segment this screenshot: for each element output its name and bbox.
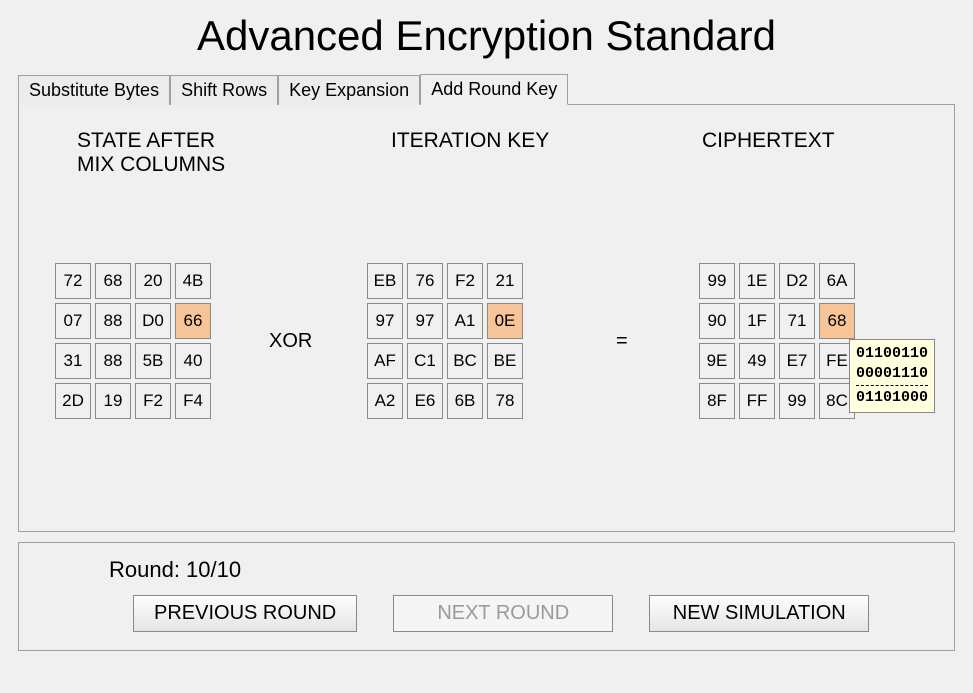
heading-state: STATE AFTER MIX COLUMNS (77, 129, 225, 177)
iteration-cell: AF (367, 343, 403, 379)
state-cell: 19 (95, 383, 131, 419)
tab-panel: STATE AFTER MIX COLUMNS ITERATION KEY CI… (18, 104, 955, 532)
ciphertext-cell: 99 (779, 383, 815, 419)
state-cell: 72 (55, 263, 91, 299)
tooltip-operand-a: 01100110 (856, 344, 928, 364)
state-cell: 31 (55, 343, 91, 379)
iteration-cell: A2 (367, 383, 403, 419)
ciphertext-cell: 1F (739, 303, 775, 339)
tab-shift-rows[interactable]: Shift Rows (170, 75, 278, 105)
state-cell: 4B (175, 263, 211, 299)
iteration-cell: E6 (407, 383, 443, 419)
state-cell: 40 (175, 343, 211, 379)
tooltip-divider (856, 385, 928, 386)
matrix-iteration: EB76F2219797A10EAFC1BCBEA2E66B78 (367, 263, 523, 419)
state-cell: 5B (135, 343, 171, 379)
operator-xor: XOR (269, 330, 312, 353)
previous-round-button[interactable]: PREVIOUS ROUND (133, 595, 357, 632)
iteration-cell: BC (447, 343, 483, 379)
footer: Round: 10/10 PREVIOUS ROUND NEXT ROUND N… (18, 542, 955, 651)
iteration-cell: F2 (447, 263, 483, 299)
iteration-cell: 6B (447, 383, 483, 419)
tab-add-round-key[interactable]: Add Round Key (420, 74, 568, 105)
ciphertext-cell: E7 (779, 343, 815, 379)
next-round-button: NEXT ROUND (393, 595, 613, 632)
iteration-cell: BE (487, 343, 523, 379)
round-label: Round: 10/10 (109, 557, 936, 583)
state-cell: F4 (175, 383, 211, 419)
tabs: Substitute Bytes Shift Rows Key Expansio… (18, 74, 955, 104)
operator-equals: = (616, 330, 628, 353)
state-cell: 68 (95, 263, 131, 299)
iteration-cell: 97 (407, 303, 443, 339)
state-cell: D0 (135, 303, 171, 339)
matrix-ciphertext: 991ED26A901F71689E49E7FE8FFF998C (699, 263, 855, 419)
state-cell: 88 (95, 303, 131, 339)
ciphertext-cell: 99 (699, 263, 735, 299)
iteration-cell: EB (367, 263, 403, 299)
tab-substitute-bytes[interactable]: Substitute Bytes (18, 75, 170, 105)
state-cell: 20 (135, 263, 171, 299)
ciphertext-cell: D2 (779, 263, 815, 299)
tooltip-operand-b: 00001110 (856, 364, 928, 384)
matrix-state: 7268204B 0788D066 31885B40 2D19F2F4 (55, 263, 211, 419)
state-cell: 07 (55, 303, 91, 339)
page-title: Advanced Encryption Standard (18, 12, 955, 60)
state-cell: F2 (135, 383, 171, 419)
ciphertext-cell: FF (739, 383, 775, 419)
ciphertext-cell: 68 (819, 303, 855, 339)
ciphertext-cell: 90 (699, 303, 735, 339)
ciphertext-cell: 71 (779, 303, 815, 339)
xor-tooltip: 01100110 00001110 01101000 (849, 339, 935, 413)
iteration-cell: 97 (367, 303, 403, 339)
new-simulation-button[interactable]: NEW SIMULATION (649, 595, 869, 632)
ciphertext-cell: 1E (739, 263, 775, 299)
ciphertext-cell: 49 (739, 343, 775, 379)
ciphertext-cell: 9E (699, 343, 735, 379)
iteration-cell: 0E (487, 303, 523, 339)
ciphertext-cell: 8F (699, 383, 735, 419)
heading-ciphertext: CIPHERTEXT (702, 129, 835, 153)
iteration-cell: A1 (447, 303, 483, 339)
state-cell: 66 (175, 303, 211, 339)
state-cell: 88 (95, 343, 131, 379)
heading-iteration-key: ITERATION KEY (391, 129, 549, 153)
tooltip-result: 01101000 (856, 388, 928, 408)
iteration-cell: 21 (487, 263, 523, 299)
iteration-cell: 78 (487, 383, 523, 419)
state-cell: 2D (55, 383, 91, 419)
ciphertext-cell: 6A (819, 263, 855, 299)
tab-key-expansion[interactable]: Key Expansion (278, 75, 420, 105)
iteration-cell: C1 (407, 343, 443, 379)
iteration-cell: 76 (407, 263, 443, 299)
